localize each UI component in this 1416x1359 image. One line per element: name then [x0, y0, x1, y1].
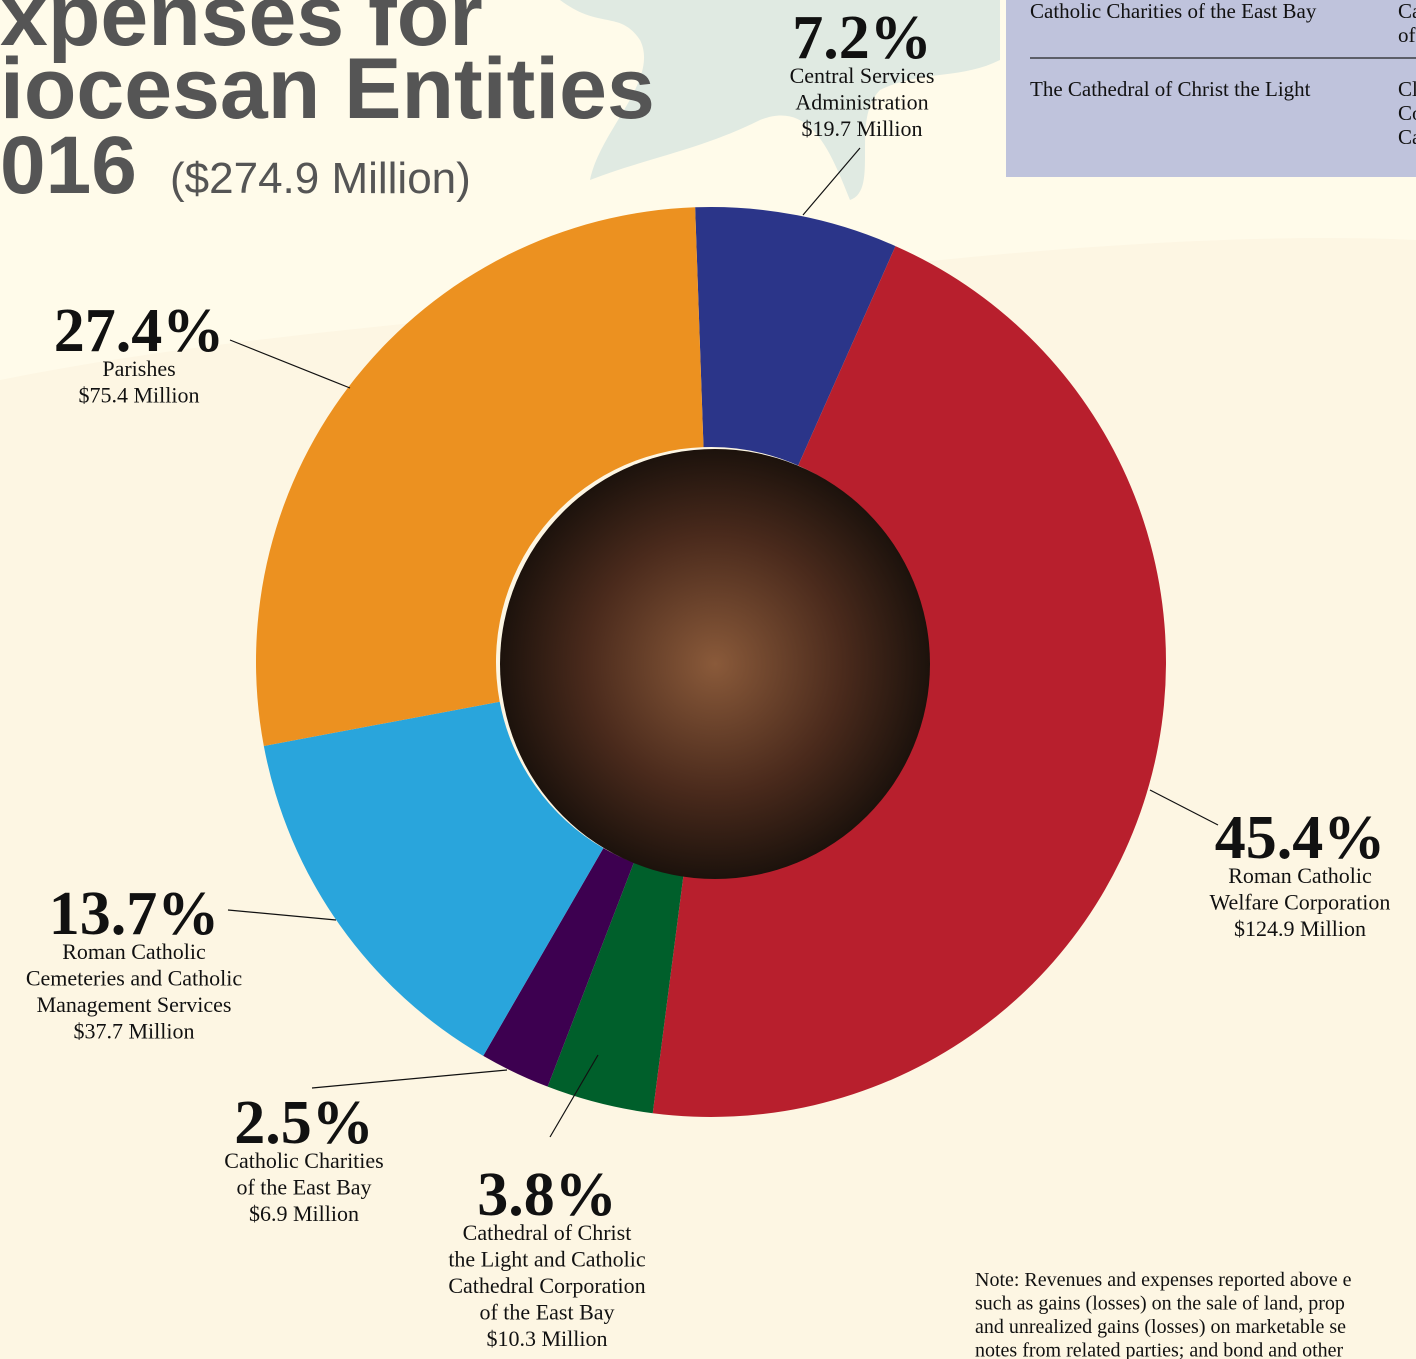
chart-title: 016 — [0, 120, 137, 211]
amount-label: $37.7 Million — [73, 1019, 194, 1044]
table-cell: Ca — [1398, 0, 1416, 23]
category-label: Central Services — [790, 63, 935, 88]
category-label: of the East Bay — [479, 1300, 614, 1325]
note-line: Note: Revenues and expenses reported abo… — [975, 1269, 1352, 1291]
category-label: the Light and Catholic — [448, 1247, 646, 1272]
chart-title: xpenses for — [0, 0, 483, 64]
percent-label: 27.4% — [54, 297, 225, 365]
chart-subtitle: ($274.9 Million) — [170, 154, 471, 203]
leader-line — [227, 909, 337, 921]
category-label: Roman Catholic — [62, 939, 206, 964]
leader-line — [311, 1069, 508, 1089]
center-photo — [500, 449, 930, 879]
amount-label: $6.9 Million — [249, 1201, 359, 1226]
donut-slice — [483, 848, 634, 1087]
donut-slice — [695, 207, 896, 466]
category-label: Management Services — [37, 992, 232, 1017]
category-label: Cathedral Corporation — [448, 1273, 645, 1298]
percent-label: 45.4% — [1215, 804, 1386, 872]
map-shape — [560, 0, 1000, 200]
leader-line — [802, 147, 861, 216]
category-label: Catholic Charities — [224, 1148, 383, 1173]
amount-label: $19.7 Million — [801, 116, 922, 141]
table-cell: of — [1398, 23, 1416, 47]
note-line: and unrealized gains (losses) on marketa… — [975, 1316, 1346, 1338]
category-label: of the East Bay — [236, 1175, 371, 1200]
percent-label: 2.5% — [234, 1089, 374, 1157]
leader-line — [229, 339, 351, 389]
table-cell: Co — [1398, 101, 1416, 125]
category-label: Welfare Corporation — [1210, 890, 1391, 915]
percent-label: 13.7% — [49, 880, 220, 948]
leader-line — [549, 1054, 599, 1138]
donut-slice — [652, 246, 1167, 1118]
chart-title: iocesan Entities — [0, 41, 655, 137]
category-label: Cathedral of Christ — [463, 1220, 632, 1245]
percent-label: 3.8% — [477, 1161, 617, 1229]
percent-label: 7.2% — [792, 4, 932, 72]
leader-line — [1149, 789, 1219, 826]
note-line: notes from related parties; and bond and… — [975, 1340, 1344, 1359]
donut-slice — [256, 207, 704, 747]
table-box — [1006, 0, 1416, 177]
amount-label: $10.3 Million — [486, 1326, 607, 1351]
donut-slice — [547, 862, 684, 1114]
category-label: Parishes — [102, 356, 175, 381]
table-cell: Cl — [1398, 77, 1416, 101]
note-line: such as gains (losses) on the sale of la… — [975, 1293, 1345, 1315]
category-label: Roman Catholic — [1228, 863, 1372, 888]
table-cell: Ca — [1398, 125, 1416, 149]
category-label: Administration — [795, 90, 928, 115]
table-cell: Catholic Charities of the East Bay — [1030, 0, 1317, 23]
amount-label: $75.4 Million — [78, 383, 199, 408]
category-label: Cemeteries and Catholic — [26, 966, 242, 991]
amount-label: $124.9 Million — [1234, 916, 1366, 941]
donut-slice — [263, 701, 604, 1056]
table-cell: The Cathedral of Christ the Light — [1030, 77, 1311, 101]
